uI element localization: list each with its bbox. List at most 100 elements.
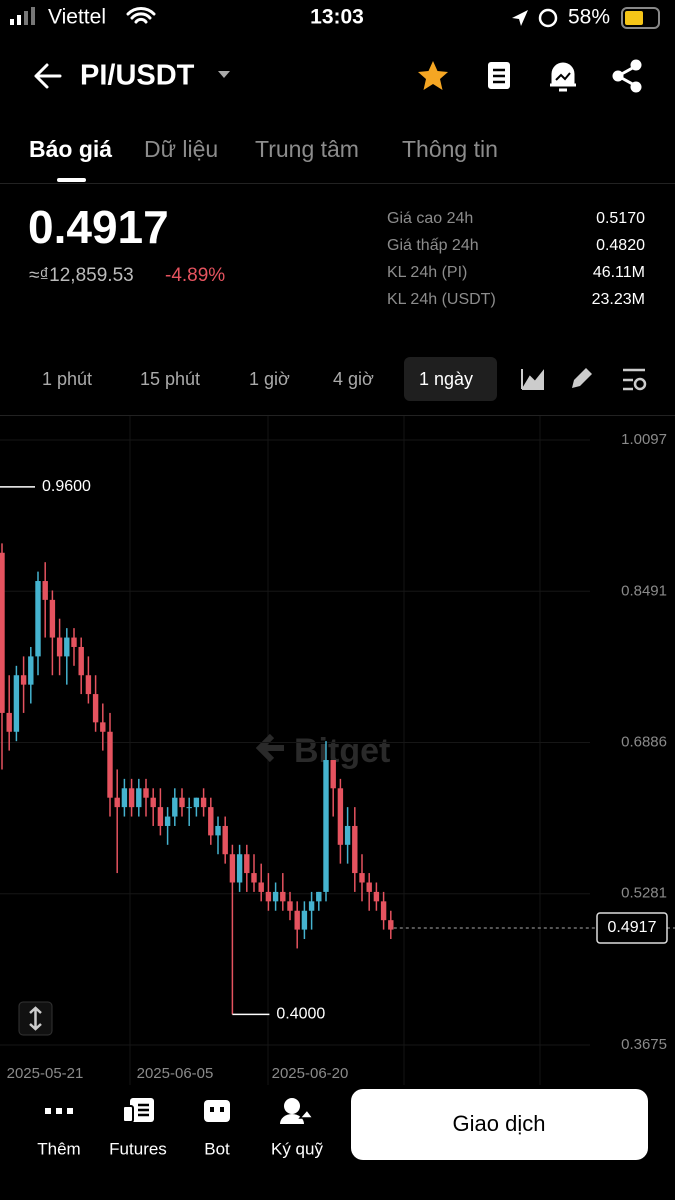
stat-value: 23.23M [592,291,645,308]
candle-body [337,788,344,845]
interval[interactable]: 4 giờ [333,369,374,389]
candle-body [308,901,315,911]
share-icon[interactable] [612,59,642,93]
candle-body [280,891,286,902]
candle-body [208,807,214,836]
candle-body [172,797,178,817]
x-tick-label: 2025-06-05 [137,1065,214,1082]
candle-body [78,646,84,676]
stat-label: Giá thấp 24h [387,237,479,254]
more-icon [45,1108,73,1114]
tab[interactable]: Dữ liệu [144,136,218,162]
share-dot [630,81,642,93]
candle-body [272,891,279,902]
stat-value: 46.11M [593,264,645,281]
wifi-icon [126,7,156,24]
bot-icon [204,1100,230,1122]
candle-body [359,873,365,883]
interval-selected-bg [404,357,497,401]
y-tick-label: 0.5281 [621,885,667,902]
location-icon [512,10,528,26]
signal-bar [17,15,21,25]
dot [67,1108,73,1114]
chart-controls: 0.9600 0.4000 0.4917 [0,478,675,1036]
bot-eye [210,1107,214,1112]
candle-body [373,891,380,902]
fiat-price: ≈₫12,859.53 [29,265,134,286]
battery-level [625,11,643,25]
status-bar: Viettel 13:03 58% [10,6,660,29]
stat-value: 0.5170 [596,210,645,227]
interval-active[interactable]: 1 ngày [419,369,473,389]
trade-button-label: Giao dịch [453,1111,546,1136]
candle-body [92,694,99,723]
candle-body [56,637,63,657]
candle-body [301,910,308,930]
last-price-tag-label: 0.4917 [608,919,657,936]
carrier: Viettel [48,6,106,29]
indicator-icon[interactable] [623,368,645,391]
pair-dropdown[interactable] [218,71,230,78]
stat-label: KL 24h (PI) [387,264,467,281]
tab[interactable]: Thông tin [402,136,498,162]
tab-active[interactable]: Báo giá [29,136,112,162]
stat-label: KL 24h (USDT) [387,291,496,308]
interval[interactable]: 15 phút [140,369,200,389]
margin-icon-head [284,1098,300,1114]
candle-body [49,599,56,638]
candle-body [215,825,221,836]
candle-body [136,788,142,808]
tab-indicator [57,178,86,182]
candle-body [128,788,135,808]
candle-body [85,675,92,695]
draw-tool-icon[interactable] [572,368,592,388]
nav-item[interactable]: Futures [109,1139,167,1158]
battery-frame [621,7,660,29]
trade-button[interactable] [351,1089,648,1160]
last-price: 0.4917 [28,201,169,253]
candle-body [236,854,243,883]
candle-body [323,760,329,892]
share-dot [630,59,642,71]
interval[interactable]: 1 giờ [249,369,290,389]
candle-body [330,760,336,789]
candle-body [258,882,264,892]
bot-eye [220,1107,224,1112]
pair-title[interactable]: PI/USDT [80,60,195,92]
divider [0,183,675,184]
candle-body [143,788,149,798]
candle-body [229,854,236,883]
dot [45,1108,51,1114]
interval[interactable]: 1 phút [42,369,92,389]
share-dot [612,70,624,82]
favorite-star[interactable] [418,61,448,90]
nav-item[interactable]: Bot [204,1139,230,1158]
stat-value: 0.4820 [596,237,645,254]
margin-icon-body [280,1114,304,1124]
candle-body [186,807,192,809]
candle-body [200,797,207,808]
candle-body [150,797,156,808]
rotation-lock-icon [538,8,558,28]
candle-body [179,797,185,808]
nav-item[interactable]: Thêm [37,1139,80,1158]
candle-body [121,788,128,808]
signal-bar [24,11,28,25]
candle-body [35,581,41,657]
futures-icon-part [122,1105,134,1123]
low-marker-label: 0.4000 [276,1006,325,1023]
candle-body [287,901,293,911]
candlestick-chart: Bitget 1.0097 0.8491 0.6886 0.5281 0.3675 202… [0,416,667,1085]
chart-type-icon[interactable] [521,369,544,390]
candle-body [388,920,394,930]
candle-body [251,873,257,883]
watermark-logo [255,733,284,763]
interval-bar: 1 phút 15 phút 1 giờ 4 giờ 1 ngày [0,357,675,416]
candle-body [28,656,34,685]
nav-item[interactable]: Ký quỹ [271,1139,323,1158]
tab[interactable]: Trung tâm [255,136,359,162]
back-button[interactable] [34,63,62,89]
clock: 13:03 [310,6,364,29]
